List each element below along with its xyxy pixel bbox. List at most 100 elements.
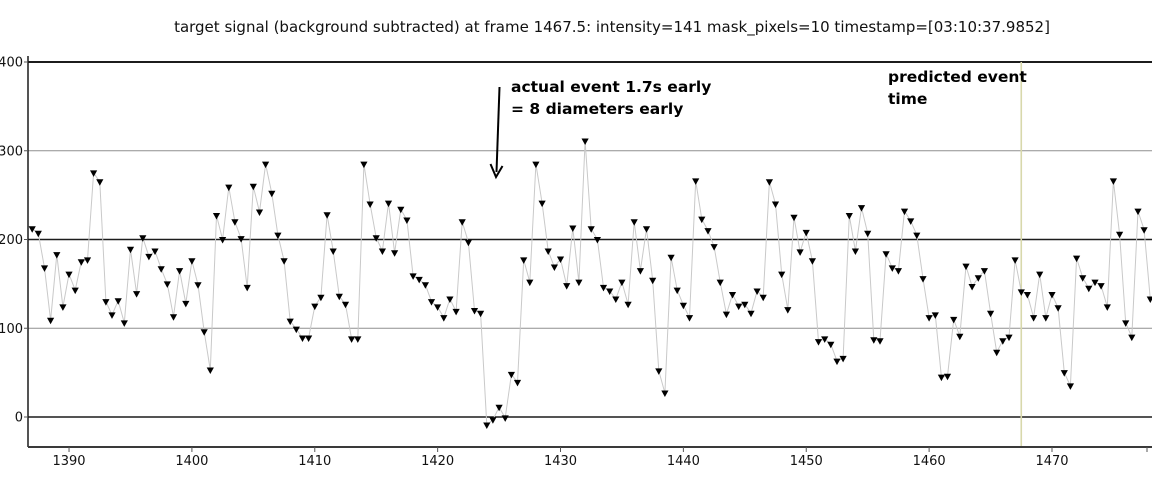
data-point-marker: [440, 315, 448, 322]
data-point-marker: [360, 161, 368, 169]
data-point-marker: [1109, 178, 1117, 185]
data-point-marker: [212, 213, 221, 220]
data-point-marker: [1085, 285, 1093, 293]
data-point-marker: [77, 259, 85, 266]
annotation-predicted-event-line2: time: [888, 90, 928, 108]
data-point-marker: [1036, 271, 1044, 279]
data-point-marker: [569, 225, 577, 232]
data-point-marker: [888, 265, 896, 272]
data-point-marker: [34, 230, 42, 238]
data-point-marker: [1048, 292, 1056, 299]
data-point-marker: [900, 208, 909, 216]
data-point-marker: [151, 248, 159, 255]
data-point-marker: [735, 303, 743, 311]
annotation-actual-event: actual event 1.7s early = 8 diameters ea…: [511, 76, 711, 120]
data-point-marker: [1122, 320, 1130, 327]
data-point-marker: [950, 316, 958, 324]
data-point-marker: [176, 268, 184, 275]
data-point-marker: [501, 415, 509, 422]
data-point-marker: [747, 310, 755, 318]
data-point-marker: [790, 214, 798, 222]
data-point-marker: [704, 228, 712, 235]
data-point-marker: [636, 268, 644, 275]
data-point-marker: [1073, 255, 1081, 263]
data-point-marker: [649, 277, 657, 285]
data-point-marker: [391, 250, 399, 257]
data-point-marker: [937, 374, 945, 382]
data-point-marker: [987, 310, 995, 318]
x-tick-label-1450: 1450: [790, 454, 823, 469]
data-point-marker: [882, 251, 890, 258]
data-point-marker: [1128, 334, 1136, 342]
y-axis-labels: 0 100 200 300 400: [0, 56, 28, 426]
data-point-marker: [108, 312, 116, 319]
data-point-marker: [999, 338, 1007, 345]
annotation-predicted-event: predicted event time: [888, 66, 1027, 110]
data-point-marker: [925, 315, 933, 322]
data-point-marker: [194, 282, 202, 289]
data-point-marker: [1054, 305, 1062, 312]
data-point-marker: [65, 271, 73, 279]
data-point-marker: [864, 230, 872, 238]
data-point-marker: [114, 298, 122, 305]
data-point-marker: [827, 341, 835, 349]
data-point-marker: [458, 219, 466, 226]
data-point-marker: [157, 266, 165, 273]
x-tick-label-1400: 1400: [175, 454, 208, 469]
data-point-marker: [771, 201, 780, 208]
data-point-marker: [495, 404, 503, 412]
data-point-marker: [913, 232, 921, 240]
data-point-marker: [1066, 383, 1074, 390]
data-point-marker: [599, 284, 608, 292]
data-point-marker: [1091, 279, 1099, 287]
data-point-marker: [753, 288, 761, 295]
data-point-marker: [470, 308, 479, 315]
data-point-marker: [188, 258, 196, 265]
data-point-marker: [329, 248, 337, 255]
data-point-marker: [845, 213, 853, 220]
data-point-marker: [907, 218, 915, 225]
x-tick-label-1440: 1440: [667, 454, 700, 469]
data-point-marker: [96, 179, 104, 186]
data-point-marker: [962, 263, 970, 271]
data-point-marker: [427, 299, 436, 306]
data-point-marker: [348, 336, 356, 343]
x-axis-labels: 1390 1400 1410 1420 1430 1440 1450 1460 1470: [52, 447, 1148, 469]
data-point-marker: [83, 257, 92, 264]
data-point-marker: [692, 178, 700, 185]
data-point-marker: [434, 304, 442, 311]
data-point-marker: [513, 379, 522, 387]
data-point-marker: [1097, 283, 1105, 290]
data-point-marker: [47, 317, 55, 325]
data-point-marker: [550, 264, 558, 271]
data-point-marker: [1042, 315, 1050, 322]
data-point-marker: [931, 312, 939, 319]
x-tick-label-1460: 1460: [913, 454, 946, 469]
data-point-marker: [593, 237, 601, 244]
data-point-marker: [120, 320, 128, 327]
data-point-marker: [765, 179, 773, 186]
data-point-marker: [919, 276, 927, 283]
data-point-marker: [1116, 231, 1124, 239]
data-point-marker: [415, 276, 423, 284]
data-point-marker: [661, 390, 669, 397]
data-point-marker: [219, 237, 227, 244]
data-point-marker: [802, 229, 810, 237]
data-point-marker: [642, 226, 651, 233]
data-point-marker: [618, 279, 626, 287]
data-point-marker: [544, 248, 552, 255]
data-point-marker: [225, 184, 233, 192]
data-point-marker: [538, 200, 546, 208]
data-point-marker: [821, 336, 829, 343]
data-point-marker: [741, 301, 749, 309]
data-point-marker: [341, 301, 350, 309]
series-markers: [28, 138, 1152, 429]
data-point-marker: [1079, 275, 1087, 282]
data-point-marker: [305, 335, 313, 342]
data-point-marker: [274, 232, 282, 240]
data-point-marker: [384, 200, 393, 208]
data-point-marker: [421, 282, 429, 289]
data-point-marker: [710, 244, 718, 251]
data-point-marker: [40, 265, 49, 272]
data-point-marker: [317, 294, 325, 302]
